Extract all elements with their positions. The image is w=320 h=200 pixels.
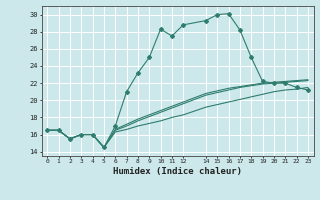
X-axis label: Humidex (Indice chaleur): Humidex (Indice chaleur) (113, 167, 242, 176)
